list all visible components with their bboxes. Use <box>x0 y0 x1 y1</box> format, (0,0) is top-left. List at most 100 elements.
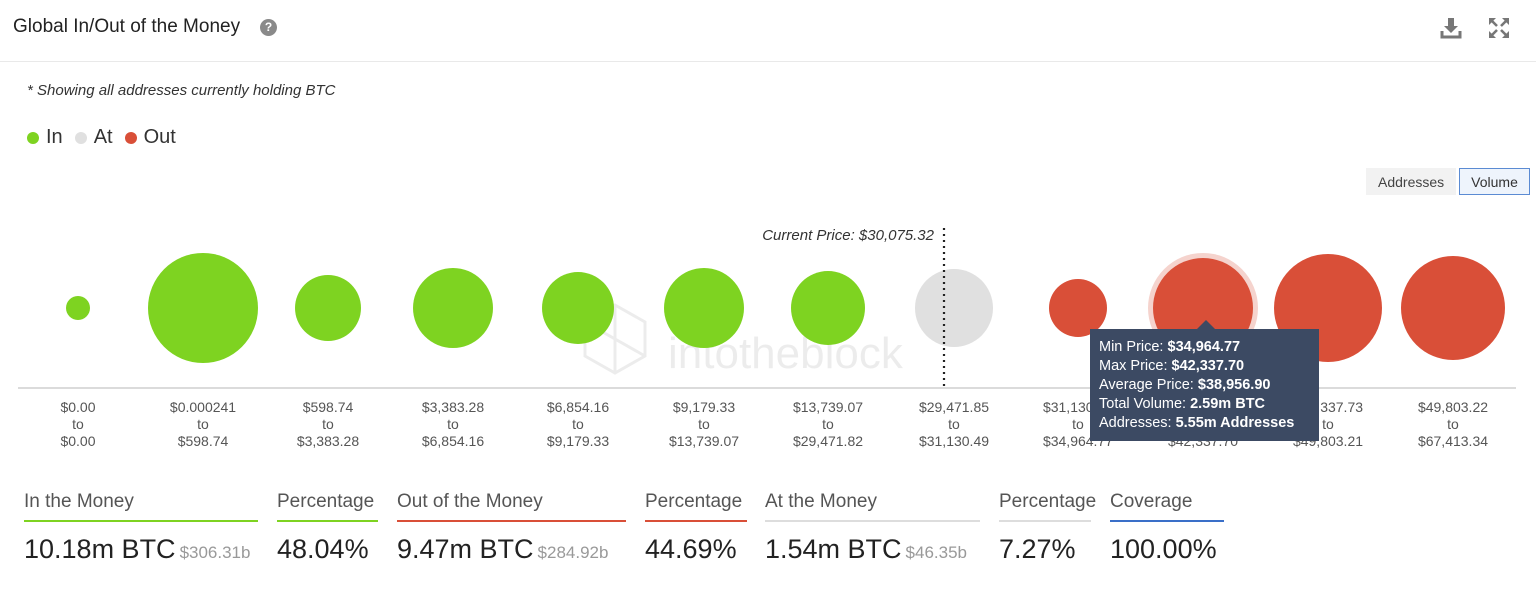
stat-underline <box>397 520 626 522</box>
stat-underline <box>765 520 980 522</box>
stat-value: 44.69% <box>645 534 737 564</box>
summary-stats: In the Money 10.18m BTC $306.31b Percenta… <box>0 488 1536 578</box>
help-icon[interactable]: ? <box>260 19 277 36</box>
x-tick-label: to <box>447 416 459 432</box>
stat-value-wrap: 10.18m BTC $306.31b <box>24 534 258 565</box>
stat-value: 100.00% <box>1110 534 1217 564</box>
stat-underline <box>645 520 747 522</box>
stat-underline <box>999 520 1091 522</box>
stat-out-percentage: Percentage 44.69% <box>645 488 747 565</box>
stat-value: 10.18m BTC <box>24 534 176 564</box>
x-tick-label: to <box>698 416 710 432</box>
x-tick-label: $0.00 <box>60 433 95 449</box>
stat-label: In the Money <box>24 491 134 512</box>
bubble-out-8[interactable] <box>1049 279 1107 337</box>
x-tick-labels: $0.00to$0.00$0.000241to$598.74$598.74to$… <box>60 399 1488 449</box>
stat-in-the-money: In the Money 10.18m BTC $306.31b <box>24 488 258 565</box>
legend-in-dot <box>27 131 39 144</box>
bubble-in-2[interactable] <box>295 275 361 341</box>
bubble-in-5[interactable] <box>664 268 744 348</box>
x-tick-label: to <box>72 416 84 432</box>
tooltip-row-min-price: Min Price: $34,964.77 <box>1099 339 1241 355</box>
legend-in[interactable]: In <box>27 126 63 149</box>
stat-out-of-the-money: Out of the Money 9.47m BTC $284.92b <box>397 488 626 565</box>
stat-label: At the Money <box>765 491 877 512</box>
stat-value: 9.47m BTC <box>397 534 534 564</box>
x-tick-label: $6,854.16 <box>422 433 484 449</box>
tooltip-row-average-price: Average Price: $38,956.90 <box>1099 377 1271 393</box>
tooltip-row-addresses: Addresses: 5.55m Addresses <box>1099 415 1295 431</box>
tooltip: Min Price: $34,964.77 Max Price: $42,337… <box>1090 329 1319 441</box>
x-tick-label: $29,471.82 <box>793 433 863 449</box>
page-title: Global In/Out of the Money <box>13 16 241 37</box>
stat-at-percentage: Percentage 7.27% <box>999 488 1097 565</box>
x-tick-label: $0.00 <box>60 399 95 415</box>
expand-icon[interactable] <box>1487 16 1511 40</box>
bubble-in-1[interactable] <box>148 253 258 363</box>
legend-out-dot <box>124 131 137 144</box>
stat-at-the-money: At the Money 1.54m BTC $46.35b <box>765 488 980 565</box>
legend-at-dot <box>74 131 87 144</box>
x-tick-label: $3,383.28 <box>422 399 484 415</box>
stat-value: 48.04% <box>277 534 369 564</box>
chart-header: Global In/Out of the Money ? <box>0 0 1536 62</box>
stat-label: Out of the Money <box>397 491 543 512</box>
x-tick-label: to <box>1322 416 1334 432</box>
stat-value: 7.27% <box>999 534 1076 564</box>
stat-subvalue: $284.92b <box>537 543 609 562</box>
x-tick-label: $29,471.85 <box>919 399 989 415</box>
x-tick-label: $3,383.28 <box>297 433 359 449</box>
x-tick-label: to <box>1072 416 1084 432</box>
x-tick-label: $13,739.07 <box>669 433 739 449</box>
stat-underline <box>1110 520 1224 522</box>
legend-at[interactable]: At <box>74 126 113 149</box>
x-tick-label: to <box>572 416 584 432</box>
addresses-button[interactable]: Addresses <box>1366 168 1457 195</box>
x-tick-label: to <box>197 416 209 432</box>
x-tick-label: $67,413.34 <box>1418 433 1488 449</box>
x-tick-label: $13,739.07 <box>793 399 863 415</box>
bubble-out-11[interactable] <box>1401 256 1505 360</box>
x-tick-label: $598.74 <box>303 399 354 415</box>
stat-value-wrap: 9.47m BTC $284.92b <box>397 534 626 565</box>
volume-button[interactable]: Volume <box>1459 168 1530 195</box>
stat-underline <box>277 520 378 522</box>
x-tick-label: to <box>822 416 834 432</box>
stat-label: Percentage <box>277 491 375 512</box>
bubble-in-4[interactable] <box>542 272 614 344</box>
legend-out-label: Out <box>143 126 176 148</box>
stat-label: Percentage <box>999 491 1097 512</box>
x-tick-label: $9,179.33 <box>673 399 735 415</box>
stat-label: Coverage <box>1110 491 1193 512</box>
tooltip-arrow <box>1197 320 1215 329</box>
bubble-in-6[interactable] <box>791 271 865 345</box>
stat-in-percentage: Percentage 48.04% <box>277 488 378 565</box>
x-tick-label: $31,130.49 <box>919 433 989 449</box>
stat-coverage: Coverage 100.00% <box>1110 488 1224 565</box>
legend-out[interactable]: Out <box>124 126 176 149</box>
holding-note: * Showing all addresses currently holdin… <box>27 82 336 99</box>
stat-subvalue: $306.31b <box>179 543 251 562</box>
tooltip-row-max-price: Max Price: $42,337.70 <box>1099 358 1245 374</box>
bubble-in-3[interactable] <box>413 268 493 348</box>
x-tick-label: to <box>1447 416 1459 432</box>
x-tick-label: to <box>322 416 334 432</box>
x-tick-label: $598.74 <box>178 433 229 449</box>
metric-toggle: Addresses Volume <box>1366 168 1530 195</box>
bubble-in-0[interactable] <box>66 296 90 320</box>
stat-subvalue: $46.35b <box>905 543 967 562</box>
legend-at-label: At <box>93 126 113 148</box>
legend: In At Out <box>27 126 188 149</box>
legend-in-label: In <box>46 126 63 148</box>
bubble-at-7[interactable] <box>915 269 993 347</box>
x-tick-label: to <box>948 416 960 432</box>
current-price-label: Current Price: $30,075.32 <box>762 227 934 244</box>
x-tick-label: $0.000241 <box>170 399 236 415</box>
watermark: intotheblock <box>583 303 904 378</box>
x-tick-label: $49,803.22 <box>1418 399 1488 415</box>
stat-value: 1.54m BTC <box>765 534 902 564</box>
stat-label: Percentage <box>645 491 743 512</box>
stat-underline <box>24 520 258 522</box>
download-icon[interactable] <box>1439 16 1463 40</box>
stat-value-wrap: 1.54m BTC $46.35b <box>765 534 980 565</box>
